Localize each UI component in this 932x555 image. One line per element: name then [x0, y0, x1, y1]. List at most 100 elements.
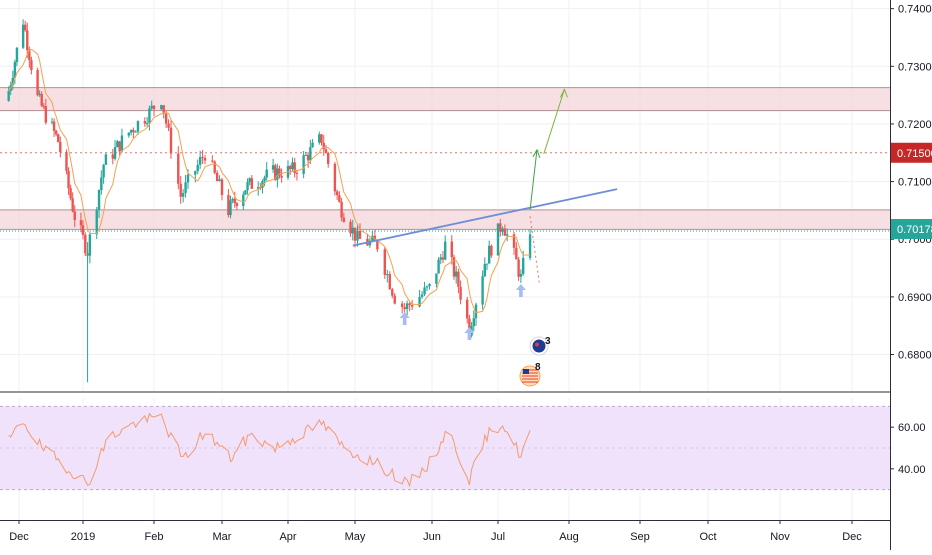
candle-body	[235, 203, 239, 207]
candle-body	[311, 142, 314, 148]
time-tick-label: Jul	[491, 531, 505, 543]
candle-body	[95, 209, 98, 235]
candle-body	[100, 177, 103, 191]
candle-body	[30, 60, 33, 71]
candle-body	[97, 190, 101, 210]
candle-body	[338, 195, 341, 202]
candle-body	[295, 172, 299, 174]
candle-body	[400, 303, 404, 308]
candle-body	[261, 181, 264, 188]
candle-body	[26, 30, 29, 51]
trendline	[352, 188, 618, 247]
candle-body	[349, 221, 352, 234]
au-event-count: 3	[545, 336, 551, 347]
bearish-projection	[529, 216, 540, 283]
candle-body	[59, 142, 62, 153]
candle-body	[120, 135, 124, 152]
candle-body	[481, 276, 484, 305]
candle-body	[521, 257, 525, 274]
candle-body	[439, 257, 442, 260]
candle-body	[327, 152, 330, 164]
resistance-zone	[0, 87, 890, 111]
drawings	[352, 88, 618, 283]
bottom-arrow-icon	[515, 284, 526, 297]
candle-body	[280, 175, 283, 178]
moving-average	[8, 48, 531, 314]
candle-body	[244, 190, 247, 195]
candle-body	[278, 168, 281, 176]
rsi-band	[0, 405, 890, 491]
candle-body	[393, 295, 396, 304]
rsi-tick-label: 60.00	[898, 422, 926, 434]
candle-body	[167, 123, 170, 128]
candle-body	[250, 178, 254, 189]
candle-body	[118, 141, 121, 152]
candle-body	[358, 230, 362, 239]
candle-body	[134, 131, 137, 133]
rsi-axis: 60.00 40.00	[890, 422, 926, 476]
time-tick-label: Apr	[279, 531, 296, 543]
candle-body	[420, 294, 424, 297]
candle-body	[512, 234, 516, 248]
candle-body	[201, 157, 204, 159]
candle-body	[11, 77, 15, 86]
time-tick-label: Dec	[9, 531, 29, 543]
candle-body	[256, 187, 260, 189]
candle-body	[152, 105, 156, 110]
candle-body	[57, 134, 60, 143]
candle-body	[304, 154, 308, 156]
projection-leg-1	[529, 149, 538, 210]
candle-body	[428, 283, 431, 287]
candle-body	[437, 259, 440, 274]
candle-body	[324, 149, 328, 153]
candle-body	[333, 163, 337, 192]
candle-body	[136, 121, 140, 132]
candle-body	[88, 234, 92, 256]
candle-body	[150, 105, 153, 109]
candle-body	[410, 304, 414, 307]
candle-body	[215, 172, 219, 182]
time-tick-label: Oct	[699, 531, 716, 543]
candle-body	[129, 129, 133, 133]
candle-body	[143, 121, 147, 124]
projection-leg-3	[543, 89, 565, 155]
candle-body	[160, 105, 163, 110]
candle-body	[450, 241, 453, 258]
candle-body	[69, 188, 72, 199]
candle-body	[198, 157, 202, 165]
candle-body	[40, 93, 43, 106]
candle-body	[263, 177, 266, 182]
candle-body	[211, 160, 214, 162]
candle-body	[52, 121, 56, 131]
candle-body	[169, 127, 173, 154]
candle-body	[231, 198, 234, 201]
candle-body	[276, 168, 279, 180]
candle-body	[291, 162, 294, 170]
candle-body	[145, 123, 149, 125]
candle-body	[194, 171, 197, 175]
candle-body	[488, 245, 491, 264]
candle-body	[306, 154, 310, 161]
candle-body	[386, 274, 389, 276]
candle-body	[302, 155, 305, 174]
candle-body	[496, 223, 500, 256]
candle-body	[213, 161, 216, 173]
candle-body	[84, 234, 87, 254]
candle-body	[233, 198, 236, 204]
candle-body	[444, 241, 447, 260]
target-price-tag	[891, 142, 932, 163]
candle-body	[265, 169, 268, 178]
candle-body	[423, 287, 426, 295]
candle-body	[459, 286, 462, 300]
candle-body	[54, 130, 58, 135]
candle-body	[65, 152, 68, 171]
candle-body	[196, 164, 199, 172]
projection-arrowhead-1	[532, 148, 541, 159]
candle-body	[50, 121, 54, 123]
price-axis: 0.740000.730000.720000.710000.700000.690…	[890, 4, 932, 362]
candle-body	[229, 200, 232, 216]
